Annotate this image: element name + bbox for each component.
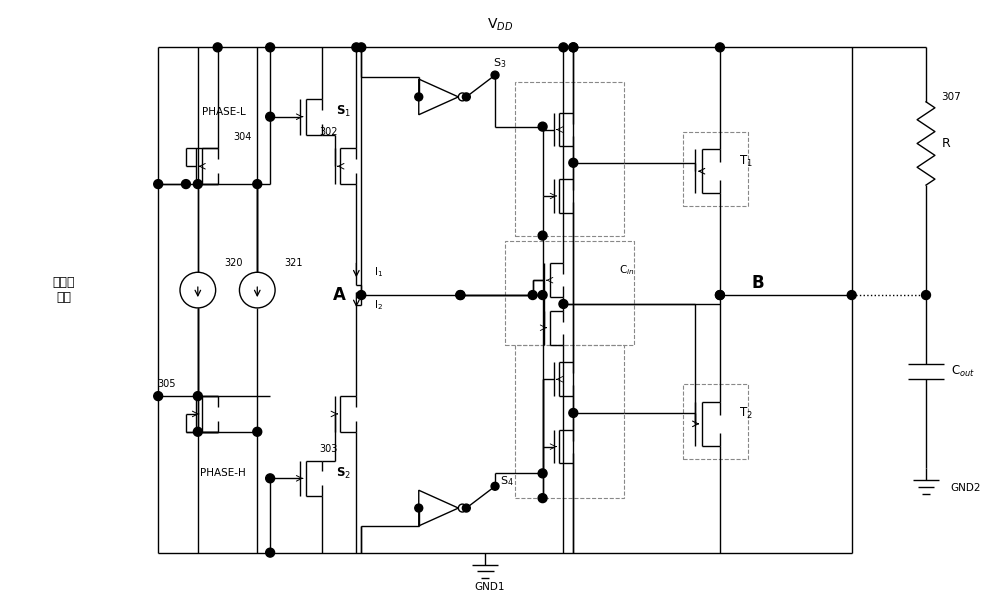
Circle shape: [569, 409, 578, 418]
Circle shape: [528, 290, 537, 299]
Text: 321: 321: [284, 259, 303, 268]
Text: S$_{4}$: S$_{4}$: [500, 475, 514, 488]
Text: I$_{1}$: I$_{1}$: [374, 265, 383, 279]
Circle shape: [715, 43, 724, 52]
Text: 302: 302: [319, 127, 338, 137]
Text: 320: 320: [225, 259, 243, 268]
Circle shape: [538, 290, 547, 299]
Circle shape: [538, 122, 547, 131]
Circle shape: [154, 392, 163, 401]
Circle shape: [154, 179, 163, 188]
Circle shape: [559, 299, 568, 308]
Text: GND1: GND1: [475, 583, 505, 592]
Circle shape: [266, 548, 275, 557]
Circle shape: [462, 93, 470, 101]
Circle shape: [456, 290, 465, 299]
Circle shape: [266, 43, 275, 52]
Circle shape: [715, 290, 724, 299]
Circle shape: [415, 504, 423, 512]
Text: 305: 305: [157, 379, 175, 389]
Text: A: A: [333, 286, 346, 304]
Circle shape: [357, 43, 366, 52]
Circle shape: [253, 427, 262, 436]
Circle shape: [193, 392, 202, 401]
Text: R: R: [941, 137, 950, 150]
Text: 307: 307: [941, 92, 961, 102]
Text: T$_{2}$: T$_{2}$: [739, 406, 753, 421]
Circle shape: [922, 290, 930, 299]
Circle shape: [491, 71, 499, 79]
Circle shape: [193, 427, 202, 436]
Circle shape: [538, 469, 547, 478]
Text: 304: 304: [233, 131, 252, 142]
Text: 电流源
产生: 电流源 产生: [53, 276, 75, 304]
Circle shape: [253, 179, 262, 188]
Text: PHASE-H: PHASE-H: [200, 469, 245, 478]
Circle shape: [462, 504, 470, 512]
Text: C$_{out}$: C$_{out}$: [951, 364, 975, 379]
Text: S$_{3}$: S$_{3}$: [493, 56, 507, 70]
Circle shape: [491, 482, 499, 490]
Circle shape: [193, 179, 202, 188]
Circle shape: [357, 290, 366, 299]
Circle shape: [415, 93, 423, 101]
Text: B: B: [751, 274, 764, 292]
Text: 303: 303: [319, 443, 338, 454]
Text: T$_{1}$: T$_{1}$: [739, 154, 753, 169]
Circle shape: [266, 474, 275, 483]
Circle shape: [538, 231, 547, 240]
Text: GND2: GND2: [951, 483, 981, 493]
Circle shape: [456, 290, 465, 299]
Text: PHASE-L: PHASE-L: [202, 107, 245, 117]
Circle shape: [266, 112, 275, 121]
Text: I$_{2}$: I$_{2}$: [374, 298, 383, 312]
Circle shape: [352, 43, 361, 52]
Text: V$_{DD}$: V$_{DD}$: [487, 16, 513, 33]
Text: S$_{2}$: S$_{2}$: [336, 466, 351, 481]
Circle shape: [569, 43, 578, 52]
Circle shape: [569, 43, 578, 52]
Circle shape: [538, 494, 547, 503]
Circle shape: [569, 158, 578, 167]
Circle shape: [181, 179, 190, 188]
Text: S$_{1}$: S$_{1}$: [336, 104, 351, 119]
Circle shape: [847, 290, 856, 299]
Circle shape: [213, 43, 222, 52]
Circle shape: [559, 43, 568, 52]
Text: C$_{in}$: C$_{in}$: [619, 263, 634, 277]
Circle shape: [715, 290, 724, 299]
